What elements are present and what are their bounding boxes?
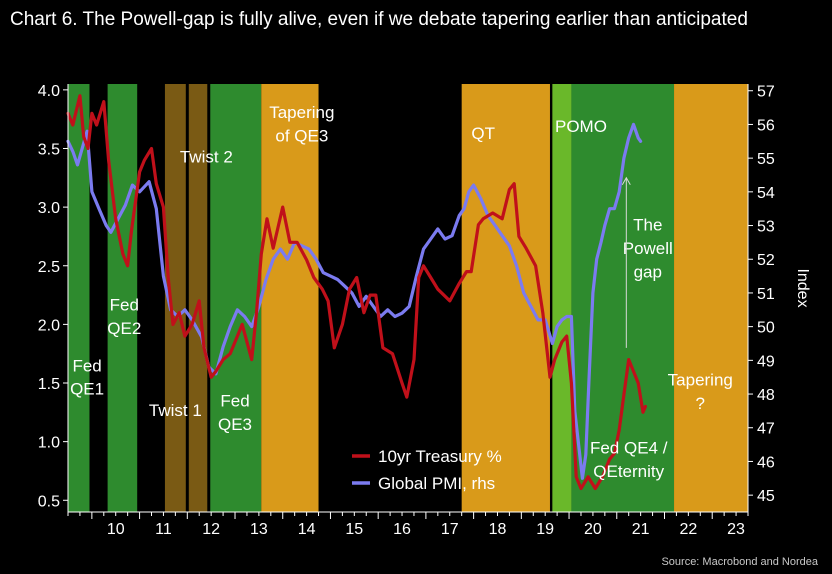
annotation-label: Fed QE4 / xyxy=(590,438,668,457)
y-right-tick-label: 56 xyxy=(757,117,775,134)
policy-band xyxy=(571,84,675,512)
y-right-tick-label: 45 xyxy=(757,488,775,505)
x-tick-label: 21 xyxy=(632,521,650,538)
annotation-label: Twist 1 xyxy=(149,401,202,420)
annotation-label: QE3 xyxy=(218,415,252,434)
y-right-tick-label: 47 xyxy=(757,421,775,438)
x-tick-label: 20 xyxy=(584,521,602,538)
annotation-label: Fed xyxy=(110,295,139,314)
annotation-label: Fed xyxy=(220,391,249,410)
x-tick-label: 11 xyxy=(155,521,172,538)
policy-band xyxy=(107,84,138,512)
y-right-tick-label: 54 xyxy=(757,185,775,202)
annotation-label: Fed xyxy=(72,356,101,375)
y-left-tick-label: 2.0 xyxy=(38,317,60,334)
series-line-10yr-treasury xyxy=(66,94,647,491)
annotation-label: POMO xyxy=(555,117,607,136)
annotation-label: Powell xyxy=(623,239,673,258)
policy-band xyxy=(674,84,748,512)
annotation-label: The xyxy=(633,216,662,235)
annotation-label: QE2 xyxy=(107,319,141,338)
x-tick-label: 14 xyxy=(298,521,316,538)
annotation-label: QE1 xyxy=(70,380,104,399)
y-right-tick-label: 57 xyxy=(757,84,775,101)
series-line-global-pmi xyxy=(66,122,643,480)
axes: 0.5 1.0 1.5 2.0 2.5 3.0 3.5 4.0 45 46 47 48 49 50 51 52… xyxy=(38,83,775,538)
y-right-tick-label: 46 xyxy=(757,454,775,471)
policy-band xyxy=(552,84,572,512)
annotation-label: QT xyxy=(471,124,495,143)
y-left-tick-label: 0.5 xyxy=(38,493,60,510)
y-left-tick-label: 4.0 xyxy=(38,83,60,100)
policy-band xyxy=(461,84,550,512)
annotation-label: Twist 2 xyxy=(180,148,233,167)
policy-band xyxy=(68,84,90,512)
annotation-label: of QE3 xyxy=(275,126,328,145)
policy-band xyxy=(208,84,262,512)
annotation-label: Tapering xyxy=(269,103,334,122)
x-tick-label: 17 xyxy=(441,521,459,538)
y-right-tick-label: 50 xyxy=(757,320,775,337)
x-tick-label: 16 xyxy=(393,521,411,538)
annotation-label: ? xyxy=(696,394,705,413)
y-right-tick-label: 49 xyxy=(757,353,775,370)
arrow-head xyxy=(621,176,631,186)
x-tick-label: 15 xyxy=(345,521,363,538)
y-right-tick-label: 55 xyxy=(757,151,775,168)
y-right-tick-label: 48 xyxy=(757,387,775,404)
y-right-tick-label: 51 xyxy=(757,286,775,303)
annotations: Fed QE1 Fed QE2 Twist 2 Twist 1 Fed QE3 Tapering… xyxy=(70,103,733,481)
y-left-tick-label: 1.0 xyxy=(38,435,60,452)
y-right-tick-label: 52 xyxy=(757,252,775,269)
y-left-tick-label: 1.5 xyxy=(38,376,60,393)
x-tick-label: 22 xyxy=(679,521,697,538)
x-tick-label: 23 xyxy=(727,521,745,538)
policy-band xyxy=(187,84,209,512)
y-right-tick-label: 53 xyxy=(757,219,775,236)
x-tick-label: 12 xyxy=(202,521,220,538)
chart-title: Chart 6. The Powell-gap is fully alive, … xyxy=(10,9,748,30)
legend: 10yr Treasury % Global PMI, rhs xyxy=(352,447,502,493)
policy-band xyxy=(261,84,319,512)
legend-label: 10yr Treasury % xyxy=(378,447,502,466)
annotation-label: gap xyxy=(634,262,662,281)
x-tick-label: 18 xyxy=(489,521,507,538)
legend-label: Global PMI, rhs xyxy=(378,474,495,493)
y-axis-right-label: Index xyxy=(794,268,811,307)
y-left-tick-label: 2.5 xyxy=(38,259,60,276)
source-note: Source: Macrobond and Nordea xyxy=(661,556,818,568)
x-tick-label: 19 xyxy=(536,521,554,538)
band-dividers xyxy=(161,84,211,512)
x-tick-label: 10 xyxy=(107,521,125,538)
policy-bands xyxy=(68,84,748,512)
y-left-tick-label: 3.5 xyxy=(38,141,60,158)
annotation-label: QEternity xyxy=(593,462,664,481)
series-layer xyxy=(66,94,647,491)
policy-band xyxy=(163,84,188,512)
x-tick-label: 13 xyxy=(250,521,268,538)
annotation-label: Tapering xyxy=(668,370,733,389)
y-left-tick-label: 3.0 xyxy=(38,200,60,217)
